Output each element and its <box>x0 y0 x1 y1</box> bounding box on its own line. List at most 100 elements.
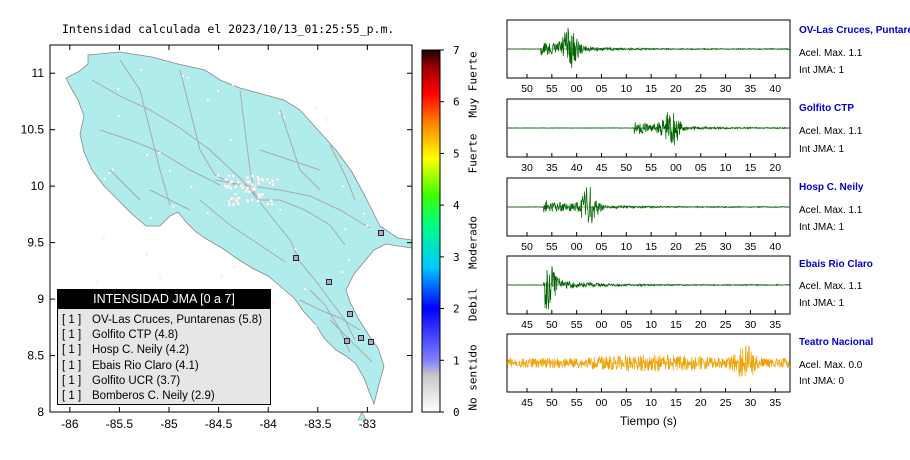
town-marker <box>171 205 175 209</box>
waveform-tick-label: 30 <box>720 83 732 95</box>
map-x-axis: -86 -85.5 -85 -84.5 -84 -83.5 -83 <box>61 45 376 431</box>
town-marker <box>224 177 228 182</box>
station-name-3: Hosp C. Neily <box>799 182 864 193</box>
map-x-tick-label: -84.5 <box>205 417 233 431</box>
town-marker <box>236 201 241 206</box>
waveform-panel: 45 50 55 00 05 10 15 20 25 30 35 <box>506 333 791 409</box>
waveform-tick-label: 40 <box>769 83 781 95</box>
waveform-trace <box>506 266 791 310</box>
waveform-tick-label: 20 <box>670 241 682 253</box>
map-y-tick-label: 10 <box>31 179 45 193</box>
town-marker <box>341 184 345 188</box>
intensity-legend: INTENSIDAD JMA [0 a 7] [ 1 ] OV-Las Cruce… <box>57 289 271 405</box>
town-marker <box>234 192 238 196</box>
waveform-tick-label: 20 <box>695 319 707 331</box>
legend-item: [ 1 ] Hosp C. Neily (4.2) <box>62 343 270 358</box>
waveform-tick-label: 10 <box>620 83 632 95</box>
town-marker <box>258 194 263 198</box>
waveform-tick-label: 15 <box>670 319 682 331</box>
town-marker <box>219 275 223 279</box>
station-marker <box>344 338 350 344</box>
map-x-tick-label: -85.5 <box>106 417 134 431</box>
town-marker <box>340 270 344 274</box>
time-axis-label: Tiempo (s) <box>620 414 677 428</box>
waveform-tick-label: 50 <box>620 162 632 174</box>
colorbar-tick-label: 7 <box>453 44 460 57</box>
waveform-tick-label: 20 <box>670 83 682 95</box>
road <box>91 79 261 201</box>
town-marker <box>232 265 236 269</box>
town-marker <box>231 174 236 178</box>
town-marker <box>95 280 99 284</box>
station-marker <box>358 335 364 341</box>
legend-item-level: [ 1 ] <box>62 359 82 372</box>
legend-title: INTENSIDAD JMA [0 a 7] <box>58 290 270 309</box>
town-marker <box>158 275 162 279</box>
colorbar-tick-label: 5 <box>453 147 460 160</box>
waveform-tick-label: 50 <box>546 319 558 331</box>
town-marker <box>313 324 317 328</box>
legend-item-level: [ 1 ] <box>62 314 82 326</box>
waveform-tick-label: 15 <box>645 241 657 253</box>
road <box>199 199 286 263</box>
road <box>239 89 256 196</box>
town-marker <box>206 99 210 102</box>
town-marker <box>116 87 120 91</box>
station-marker <box>378 230 384 236</box>
station-marker <box>347 311 353 317</box>
waveform-tick-label: 55 <box>546 83 558 95</box>
town-marker <box>223 183 228 188</box>
station-acel-2: Acel. Max. 1.1 <box>799 126 863 137</box>
station-name-5: Teatro Nacional <box>799 337 874 348</box>
town-marker <box>250 173 255 178</box>
road <box>249 189 356 341</box>
legend-item: [ 1 ] Ebais Rio Claro (4.1) <box>62 359 270 374</box>
town-marker <box>189 185 193 189</box>
waveform-tick-label: 30 <box>521 162 533 174</box>
station-marker <box>326 279 332 285</box>
station-markers <box>293 230 384 345</box>
legend-item-level: [ 1 ] <box>62 344 82 357</box>
colorbar-tick-label: 2 <box>453 303 460 316</box>
town-marker <box>231 202 236 207</box>
station-int-4: Int JMA: 1 <box>799 298 845 309</box>
legend-item: [ 1 ] OV-Las Cruces, Puntarenas (5.8) <box>62 313 270 328</box>
town-marker <box>245 199 250 203</box>
waveform-tick-label: 00 <box>596 397 608 409</box>
waveform-tick-label: 00 <box>596 319 608 331</box>
road <box>109 169 141 201</box>
town-marker <box>266 202 270 206</box>
waveform-tick-label: 10 <box>720 162 732 174</box>
town-marker <box>271 300 275 304</box>
town-marker <box>229 186 233 191</box>
map-title: Intensidad calculada el 2023/10/13_01:25… <box>62 22 395 36</box>
waveform-tick-label: 20 <box>695 397 707 409</box>
legend-item-label: OV-Las Cruces, Puntarenas (5.8) <box>92 314 263 326</box>
station-marker <box>368 339 374 345</box>
waveform-tick-label: 35 <box>769 319 781 331</box>
station-acel-5: Acel. Max. 0.0 <box>799 360 863 371</box>
waveform-tick-label: 45 <box>596 162 608 174</box>
town-marker <box>103 177 107 181</box>
waveform-tick-label: 40 <box>571 162 583 174</box>
waveform-trace <box>506 345 791 377</box>
waveform-tick-label: 15 <box>745 162 757 174</box>
station-acel-1: Acel. Max. 1.1 <box>799 48 863 59</box>
waveform-tick-label: 00 <box>571 241 583 253</box>
town-marker <box>241 186 245 190</box>
town-marker <box>246 180 251 184</box>
map-y-tick-label: 10.5 <box>21 123 45 137</box>
town-marker <box>270 202 274 206</box>
town-marker <box>294 247 298 251</box>
waveform-tick-label: 30 <box>720 241 732 253</box>
colorbar-tick-label: 0 <box>453 406 460 419</box>
town-marker <box>227 184 231 188</box>
station-int-5: Int JMA: 0 <box>799 376 845 387</box>
waveform-tick-label: 05 <box>596 241 608 253</box>
town-marker <box>108 171 111 175</box>
map-y-tick-label: 9 <box>37 292 44 306</box>
waveform-tick-label: 35 <box>546 162 558 174</box>
island <box>357 411 367 421</box>
waveform-tick-label: 20 <box>769 162 781 174</box>
legend-item-level: [ 1 ] <box>62 389 82 402</box>
